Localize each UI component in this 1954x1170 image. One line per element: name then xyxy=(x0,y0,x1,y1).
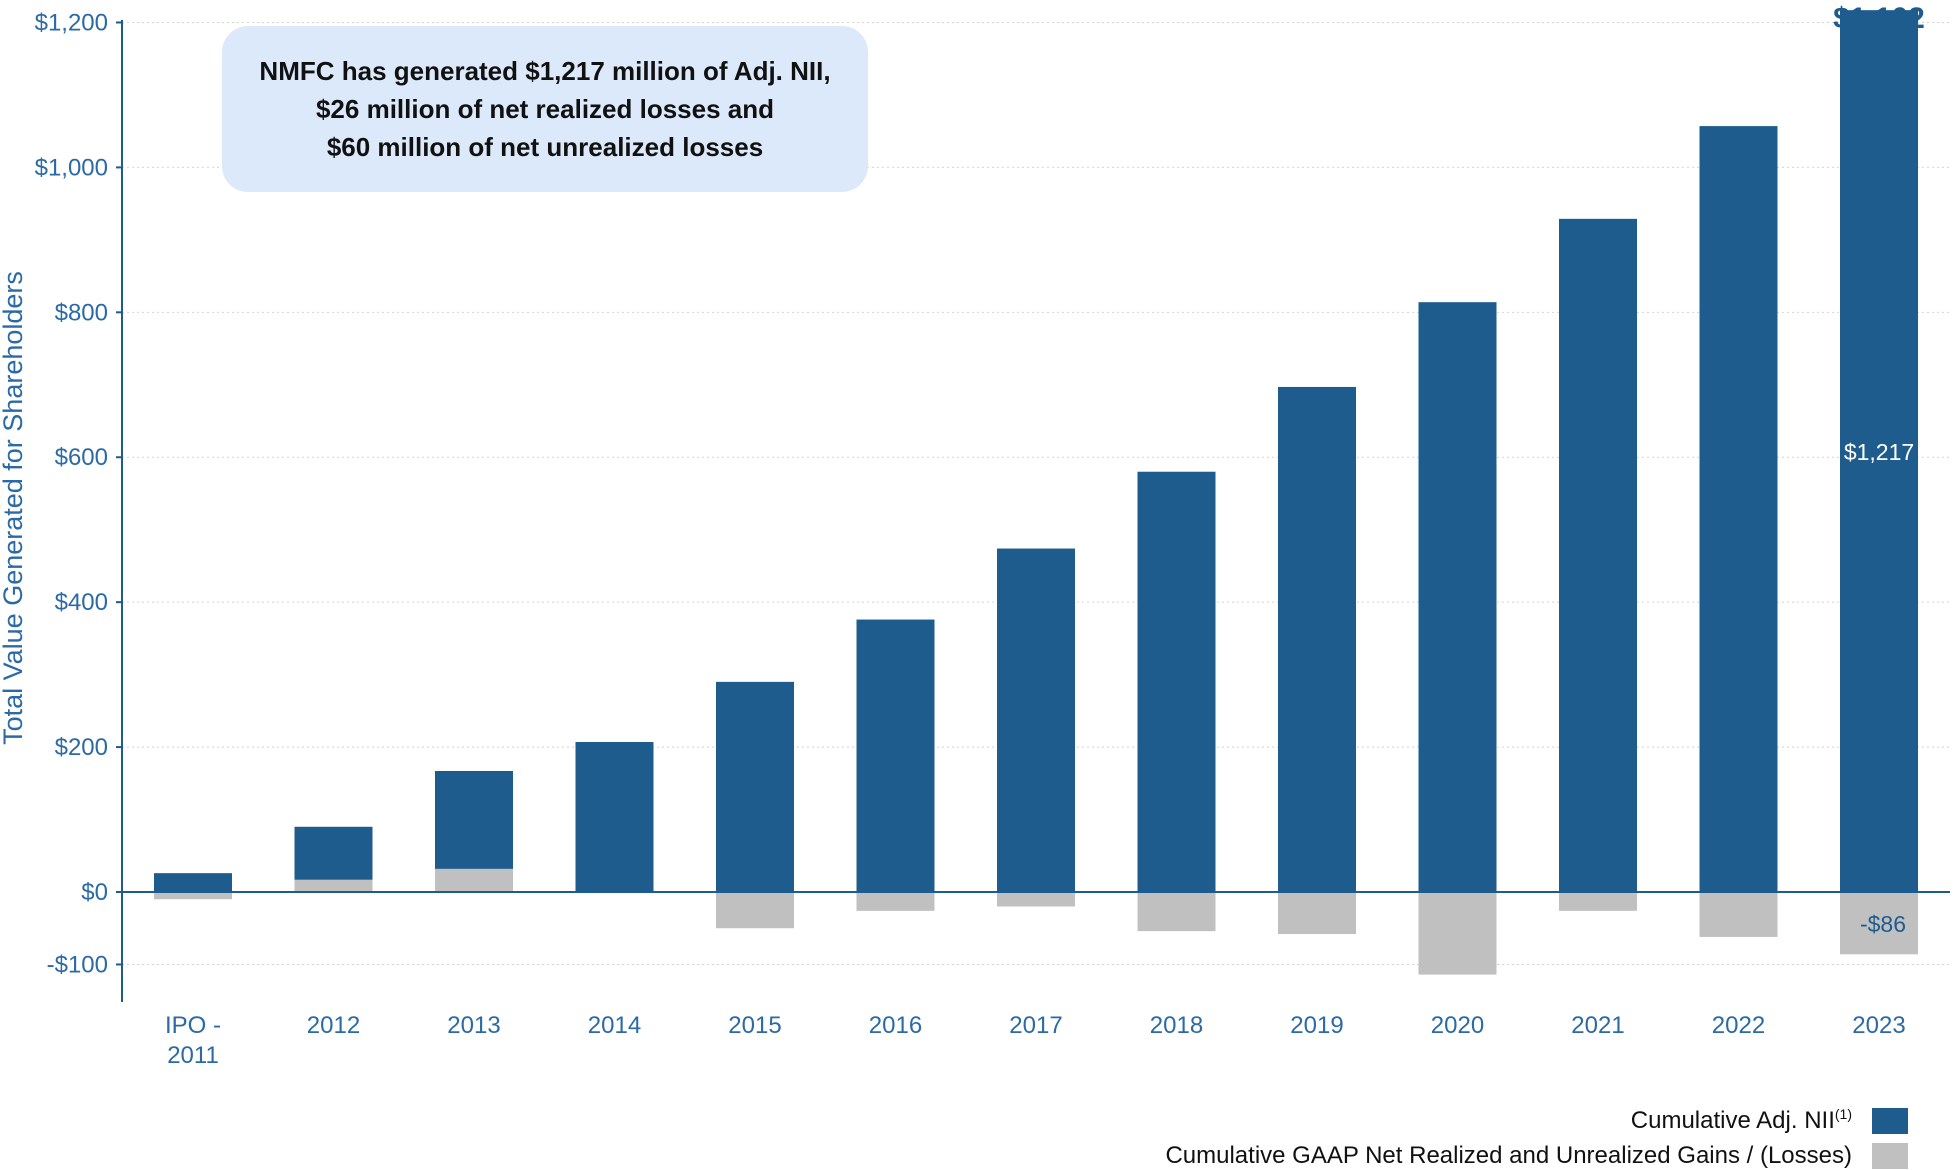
bar-gains-losses xyxy=(1137,892,1216,932)
callout-line-1: NMFC has generated $1,217 million of Adj… xyxy=(259,56,831,86)
x-category-label: 2014 xyxy=(588,1012,641,1039)
bar-gains-losses xyxy=(1278,892,1356,935)
bar-adj-nii xyxy=(1418,302,1497,892)
bar-adj-nii xyxy=(856,619,935,892)
y-tick-label: $600 xyxy=(55,444,108,471)
y-tick-label: -$100 xyxy=(47,951,108,978)
callout-line-2: $26 million of net realized losses and xyxy=(315,94,775,124)
y-tick-label: $400 xyxy=(55,589,108,616)
bar-adj-nii xyxy=(1278,386,1356,892)
callout-box: NMFC has generated $1,217 million of Adj… xyxy=(222,26,868,192)
bar-adj-nii xyxy=(997,548,1075,892)
bar-gains-losses xyxy=(997,892,1075,907)
data-labels: $1,102 $1,217 -$86 xyxy=(1833,2,1925,937)
y-tick-label: $1,200 xyxy=(35,9,108,36)
bar-gains-losses xyxy=(716,892,794,929)
legend-label-gains-losses: Cumulative GAAP Net Realized and Unreali… xyxy=(1165,1142,1852,1169)
data-label-adj-nii-2023: $1,217 xyxy=(1844,439,1914,465)
x-category-label: IPO - xyxy=(165,1012,221,1039)
bars xyxy=(154,10,1918,975)
bar-gains-losses xyxy=(1418,892,1497,975)
bar-gains-losses xyxy=(154,892,232,900)
bar-adj-nii xyxy=(716,681,794,892)
bar-gains-losses xyxy=(856,892,935,911)
y-tick-label: $1,000 xyxy=(35,154,108,181)
legend-item-gains-losses: Cumulative GAAP Net Realized and Unreali… xyxy=(1165,1142,1908,1170)
bar-gains-losses xyxy=(435,868,513,892)
x-category-label: 2017 xyxy=(1009,1012,1062,1039)
x-category-label: 2020 xyxy=(1431,1012,1484,1039)
legend-swatch-gains-losses xyxy=(1872,1143,1908,1169)
axes xyxy=(116,20,1950,1002)
bar-gains-losses xyxy=(294,879,373,892)
bar-adj-nii xyxy=(1137,471,1216,892)
bar-gains-losses xyxy=(1699,892,1778,937)
x-category-label: 2022 xyxy=(1712,1012,1765,1039)
y-tick-label: $800 xyxy=(55,299,108,326)
legend-label-adj-nii: Cumulative Adj. NII(1) xyxy=(1630,1106,1852,1134)
legend-swatch-adj-nii xyxy=(1872,1107,1908,1134)
x-category-labels: IPO - 2011 2012 2013 2014 2015 2016 2017 2018 201… xyxy=(165,1012,1906,1069)
x-category-label: 2019 xyxy=(1290,1012,1343,1039)
x-category-label: 2015 xyxy=(728,1012,781,1039)
bar-adj-nii xyxy=(575,742,654,892)
bar-adj-nii xyxy=(154,873,232,892)
x-category-label: 2018 xyxy=(1150,1012,1203,1039)
bar-adj-nii xyxy=(1559,218,1637,892)
y-tick-label: $200 xyxy=(55,734,108,761)
x-category-label: 2016 xyxy=(869,1012,922,1039)
callout-line-3: $60 million of net unrealized losses xyxy=(326,132,764,162)
data-label-total-2023: $1,102 xyxy=(1833,2,1925,35)
x-category-label: 2013 xyxy=(447,1012,500,1039)
y-axis-label: Total Value Generated for Shareholders xyxy=(0,271,28,745)
x-category-label: 2021 xyxy=(1571,1012,1624,1039)
x-category-label: 2012 xyxy=(307,1012,360,1039)
y-tick-labels: $1,200 $1,000 $800 $600 $400 $200 $0 -$100 xyxy=(35,9,108,978)
bar-adj-nii xyxy=(1840,10,1918,892)
bar-adj-nii xyxy=(1699,126,1778,893)
data-label-losses-2023: -$86 xyxy=(1860,911,1906,937)
x-category-label: 2011 xyxy=(167,1042,219,1069)
bar-gains-losses xyxy=(1559,892,1637,911)
x-category-label: 2023 xyxy=(1852,1012,1905,1039)
legend-item-adj-nii: Cumulative Adj. NII(1) xyxy=(1631,1106,1908,1135)
bar-gains-losses xyxy=(1840,892,1918,955)
y-tick-label: $0 xyxy=(81,879,108,906)
